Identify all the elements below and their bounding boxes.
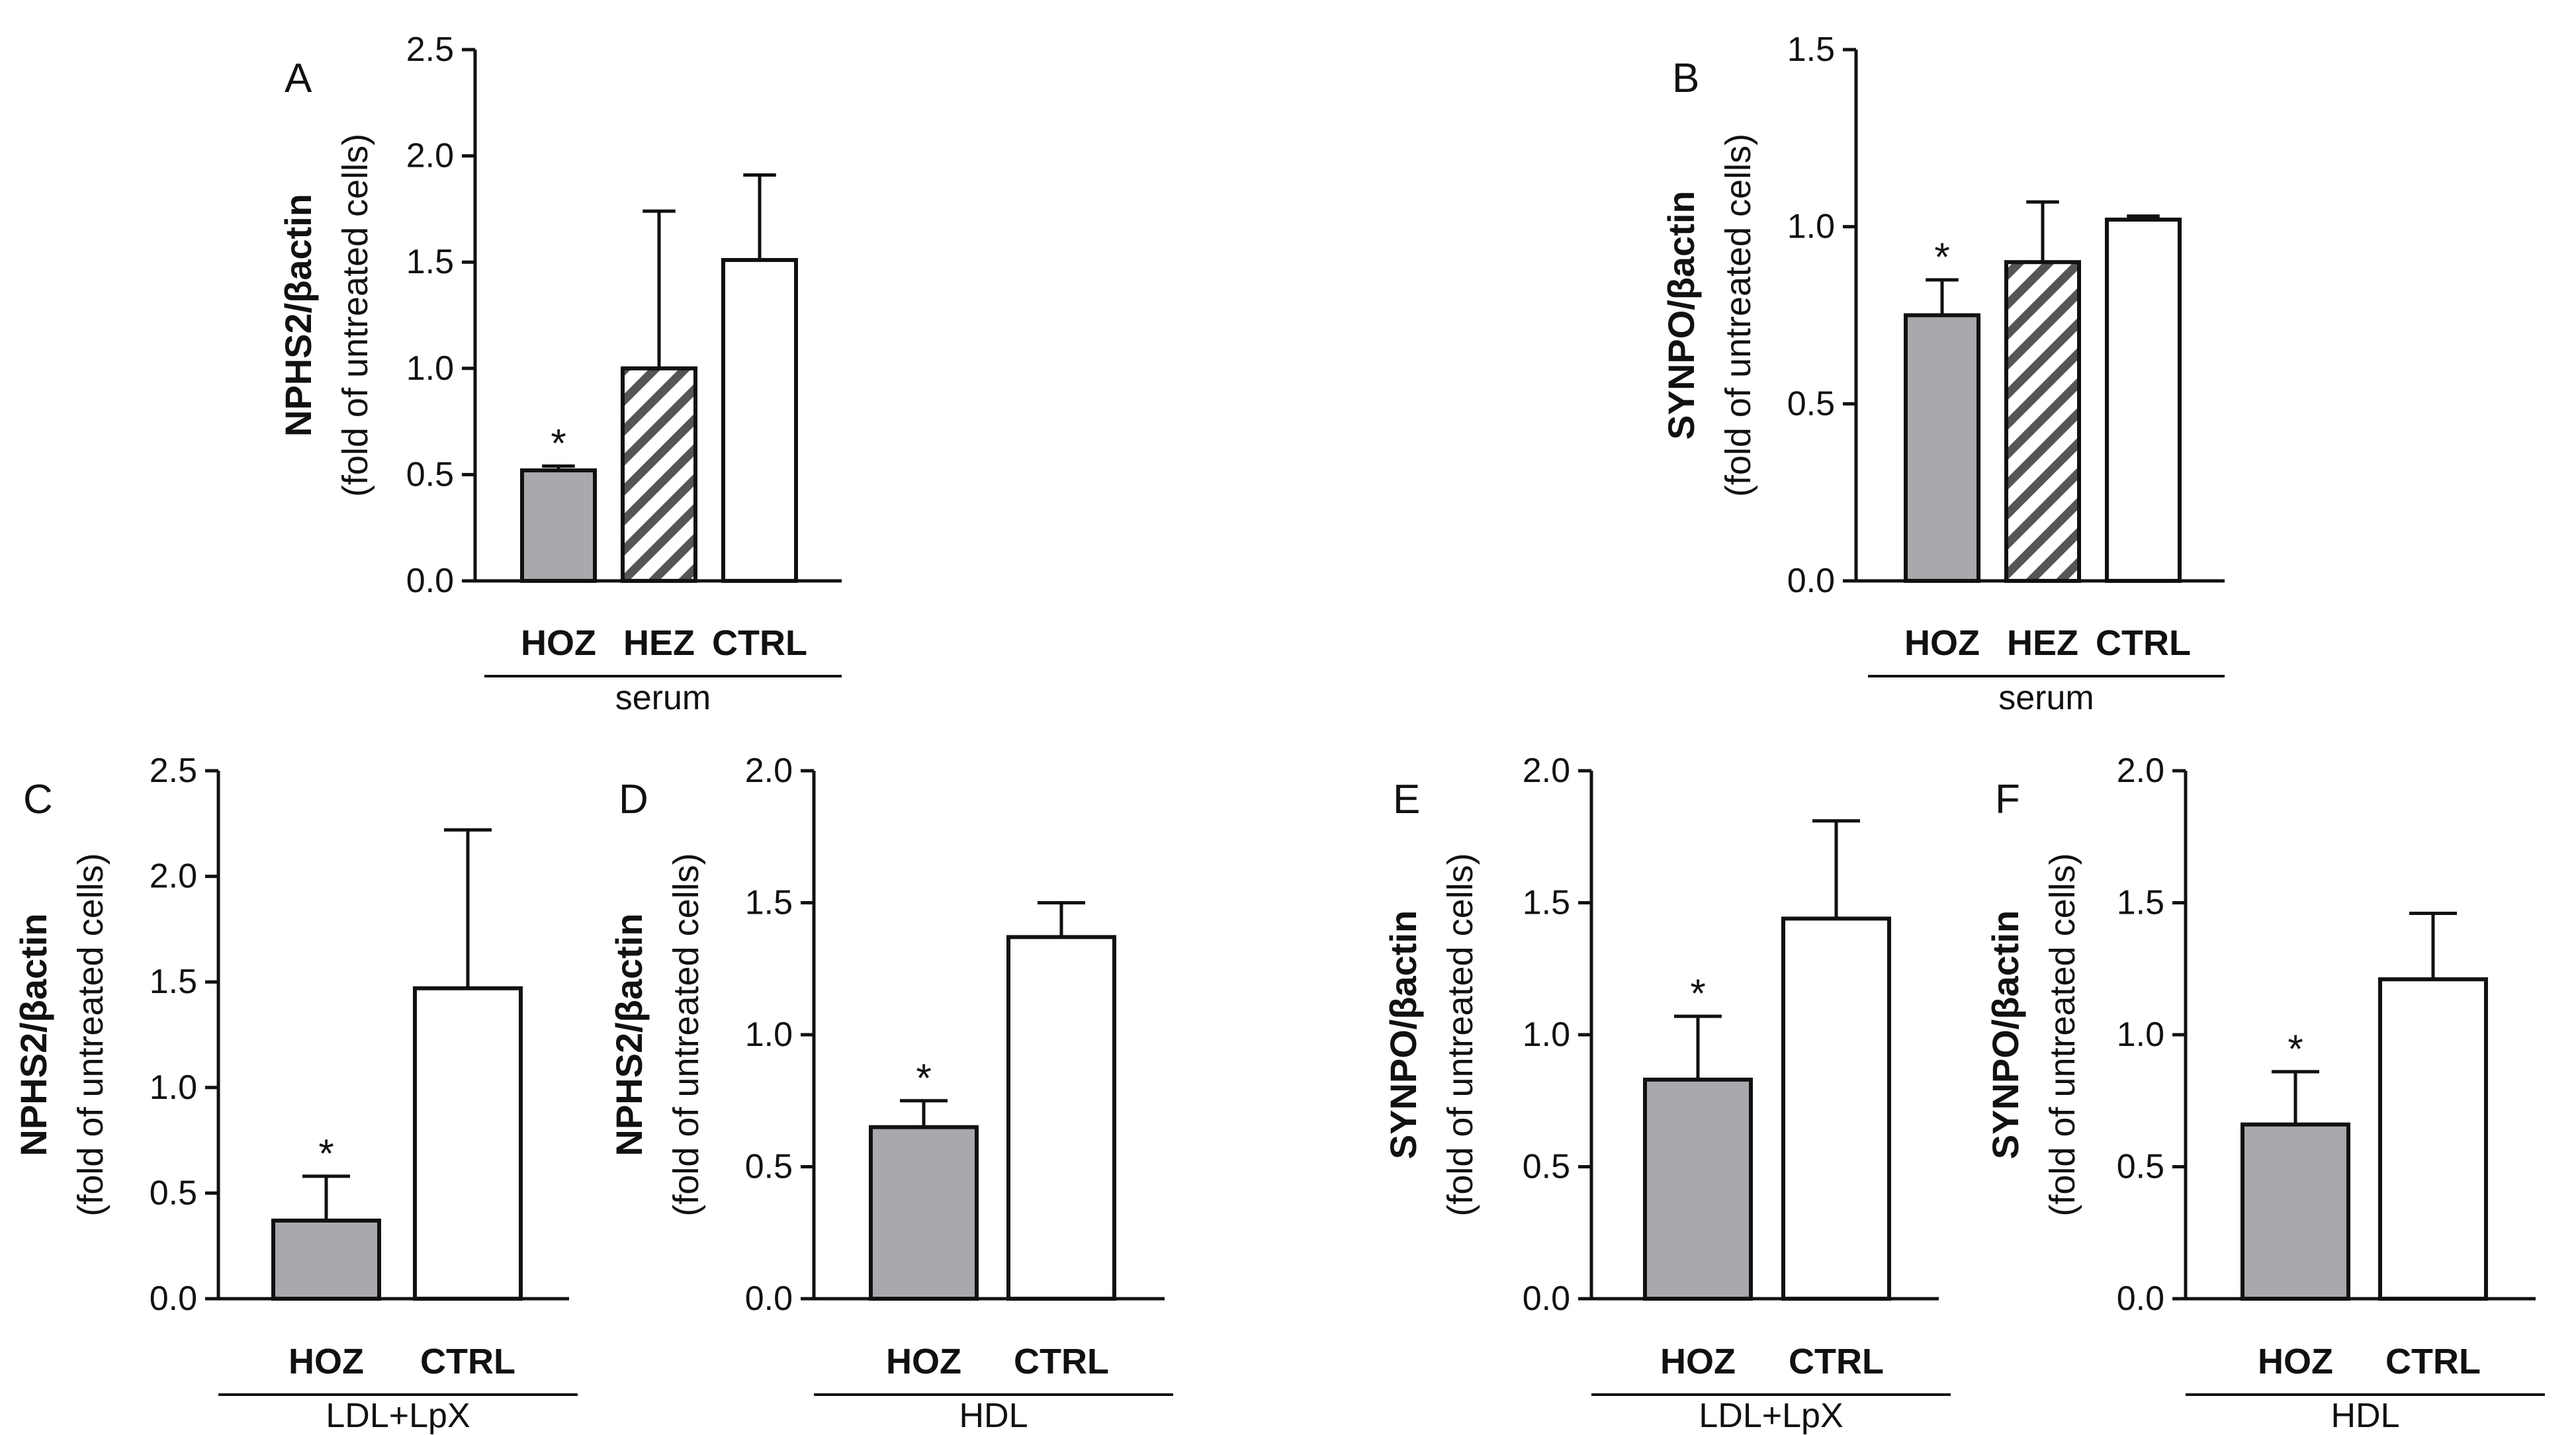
group-label: HDL <box>959 1397 1028 1435</box>
y-tick-label: 2.0 <box>150 857 197 896</box>
bar-hoz <box>869 1125 979 1301</box>
x-category-label: CTRL <box>2385 1342 2481 1381</box>
y-tick-label: 0.0 <box>1787 562 1835 600</box>
x-category-label: HOZ <box>886 1342 961 1381</box>
y-tick-label: 2.0 <box>1523 752 1570 790</box>
bar-hez <box>2004 260 2081 583</box>
panel-letter: B <box>1672 56 1699 101</box>
group-label: serum <box>615 679 711 717</box>
bar-ctrl <box>2105 217 2182 583</box>
panel-letter: A <box>285 56 312 101</box>
y-axis-label: SYNPO/βactin <box>1660 191 1702 440</box>
x-category-label: HOZ <box>1904 623 1980 663</box>
y-tick-label: 1.5 <box>150 963 197 1001</box>
panel-c: C NPHS2/βactin (fold of untreated cells) 0.… <box>13 752 578 1435</box>
y-tick-label: 0.0 <box>1523 1280 1570 1318</box>
significance-star: * <box>1690 971 1705 1016</box>
y-tick-label: 1.0 <box>745 1016 793 1054</box>
panel-d: D NPHS2/βactin (fold of untreated cells) 0.… <box>608 752 1173 1435</box>
group-label: serum <box>1998 679 2094 717</box>
significance-star: * <box>2287 1027 2303 1071</box>
y-tick-label: 1.5 <box>1787 30 1835 69</box>
panel-letter: F <box>1995 777 2020 822</box>
significance-star: * <box>916 1056 931 1100</box>
y-tick-label: 1.5 <box>745 884 793 922</box>
y-tick-label: 1.5 <box>1523 884 1570 922</box>
x-category-label: HOZ <box>2258 1342 2333 1381</box>
y-tick-label: 0.5 <box>406 455 454 494</box>
y-tick-label: 1.0 <box>1523 1016 1570 1054</box>
bar-ctrl <box>1781 916 1891 1301</box>
y-tick-label: 0.0 <box>745 1280 793 1318</box>
y-axis-sublabel: (fold of untreated cells) <box>1441 853 1480 1216</box>
y-tick-label: 0.0 <box>150 1280 197 1318</box>
group-label: LDL+LpX <box>1699 1397 1843 1435</box>
panel-f: F SYNPO/βactin (fold of untreated cells) 0.… <box>1984 752 2545 1435</box>
bar-hoz <box>1643 1077 1753 1301</box>
x-category-label: HOZ <box>289 1342 364 1381</box>
significance-star: * <box>318 1131 333 1176</box>
y-tick-label: 0.5 <box>1787 384 1835 423</box>
panel-letter: E <box>1393 777 1420 822</box>
panel-e: E SYNPO/βactin (fold of untreated cells) 0.… <box>1382 752 1951 1435</box>
y-tick-label: 2.5 <box>406 30 454 69</box>
panel-letter: C <box>23 777 53 822</box>
y-tick-label: 0.5 <box>2117 1148 2164 1186</box>
x-category-label: CTRL <box>2096 623 2191 663</box>
bar-hoz <box>1904 313 1980 583</box>
bar-ctrl <box>1006 935 1116 1301</box>
y-axis-label: NPHS2/βactin <box>277 194 319 437</box>
bar-hez <box>621 366 697 583</box>
y-axis-sublabel: (fold of untreated cells) <box>335 134 375 497</box>
y-axis-label: SYNPO/βactin <box>1984 910 2026 1160</box>
y-tick-label: 2.0 <box>406 137 454 175</box>
y-axis-sublabel: (fold of untreated cells) <box>2043 853 2082 1216</box>
bar-hoz <box>520 468 597 584</box>
x-category-label: CTRL <box>1789 1342 1884 1381</box>
y-tick-label: 1.0 <box>150 1068 197 1107</box>
group-label: LDL+LpX <box>326 1397 470 1435</box>
y-tick-label: 2.0 <box>745 752 793 790</box>
y-axis-sublabel: (fold of untreated cells) <box>666 853 706 1216</box>
y-axis-sublabel: (fold of untreated cells) <box>71 853 111 1216</box>
y-tick-label: 1.5 <box>406 243 454 281</box>
x-category-label: HEZ <box>623 623 695 663</box>
bar-hoz <box>271 1218 381 1301</box>
y-tick-label: 0.0 <box>2117 1280 2164 1318</box>
panel-a: A NPHS2/βactin (fold of untreated cells) 0.… <box>277 30 842 717</box>
y-axis-sublabel: (fold of untreated cells) <box>1718 134 1758 497</box>
y-tick-label: 2.0 <box>2117 752 2164 790</box>
x-category-label: HOZ <box>1660 1342 1736 1381</box>
bar-ctrl <box>2378 977 2488 1301</box>
x-category-label: CTRL <box>420 1342 515 1381</box>
bar-ctrl <box>721 257 798 583</box>
y-tick-label: 2.5 <box>150 752 197 790</box>
panel-b: B SYNPO/βactin (fold of untreated cells) 0.… <box>1660 30 2225 717</box>
x-category-label: HOZ <box>521 623 596 663</box>
y-axis-label: NPHS2/βactin <box>13 913 54 1156</box>
y-tick-label: 0.5 <box>150 1174 197 1212</box>
x-category-label: CTRL <box>712 623 807 663</box>
y-tick-label: 1.0 <box>1787 208 1835 246</box>
x-category-label: HEZ <box>2007 623 2078 663</box>
y-axis-label: NPHS2/βactin <box>608 913 650 1156</box>
y-axis-label: SYNPO/βactin <box>1382 910 1424 1160</box>
y-tick-label: 1.5 <box>2117 884 2164 922</box>
y-tick-label: 0.5 <box>1523 1148 1570 1186</box>
significance-star: * <box>551 421 566 466</box>
significance-star: * <box>1934 235 1949 279</box>
y-tick-label: 1.0 <box>2117 1016 2164 1054</box>
y-tick-label: 0.5 <box>745 1148 793 1186</box>
bar-hoz <box>2241 1122 2350 1301</box>
x-category-label: CTRL <box>1014 1342 1109 1381</box>
panel-letter: D <box>619 777 648 822</box>
y-tick-label: 0.0 <box>406 562 454 600</box>
bar-ctrl <box>413 986 523 1301</box>
y-tick-label: 1.0 <box>406 349 454 388</box>
group-label: HDL <box>2331 1397 2399 1435</box>
